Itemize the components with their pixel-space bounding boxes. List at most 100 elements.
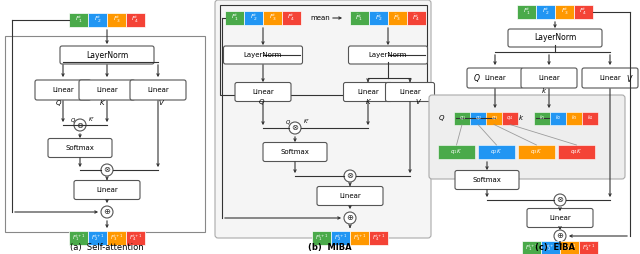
FancyBboxPatch shape xyxy=(244,11,263,25)
Text: Linear: Linear xyxy=(339,193,361,199)
Text: $F_2^{t+1}$: $F_2^{t+1}$ xyxy=(543,243,557,253)
Text: $q_1$: $q_1$ xyxy=(458,114,465,122)
FancyBboxPatch shape xyxy=(455,170,519,189)
Text: $F_2^t$: $F_2^t$ xyxy=(250,13,257,23)
Text: $V$: $V$ xyxy=(158,98,166,107)
FancyBboxPatch shape xyxy=(79,80,135,100)
Text: $K$: $K$ xyxy=(365,97,372,106)
FancyBboxPatch shape xyxy=(126,231,145,245)
FancyBboxPatch shape xyxy=(527,209,593,228)
FancyBboxPatch shape xyxy=(574,5,593,19)
Text: $F_3^t$: $F_3^t$ xyxy=(561,7,568,17)
Text: $F_4^t$: $F_4^t$ xyxy=(579,7,588,17)
FancyBboxPatch shape xyxy=(517,5,536,19)
Text: Linear: Linear xyxy=(96,187,118,193)
FancyBboxPatch shape xyxy=(69,231,88,245)
Text: $k_3$: $k_3$ xyxy=(571,114,577,122)
Text: $F_1^{t+1}$: $F_1^{t+1}$ xyxy=(72,233,86,243)
FancyBboxPatch shape xyxy=(317,186,383,205)
Text: $F_2^{t+1}$: $F_2^{t+1}$ xyxy=(90,233,104,243)
Text: $\oplus$: $\oplus$ xyxy=(346,214,354,223)
Circle shape xyxy=(344,212,356,224)
Text: $F_1^t$: $F_1^t$ xyxy=(74,15,83,25)
Circle shape xyxy=(344,170,356,182)
Text: $Q$: $Q$ xyxy=(438,113,445,123)
FancyBboxPatch shape xyxy=(74,181,140,199)
Text: $k_2$: $k_2$ xyxy=(555,114,561,122)
FancyBboxPatch shape xyxy=(235,83,291,102)
Text: LayerNorm: LayerNorm xyxy=(86,51,128,59)
Text: $F_3^{t+1}$: $F_3^{t+1}$ xyxy=(109,233,124,243)
Text: $F_2^{t+1}$: $F_2^{t+1}$ xyxy=(333,233,348,243)
FancyBboxPatch shape xyxy=(263,142,327,162)
FancyBboxPatch shape xyxy=(550,112,566,124)
FancyBboxPatch shape xyxy=(350,11,369,25)
FancyBboxPatch shape xyxy=(478,145,515,159)
FancyBboxPatch shape xyxy=(558,145,595,159)
FancyBboxPatch shape xyxy=(107,231,126,245)
FancyBboxPatch shape xyxy=(467,68,523,88)
Text: $\oplus$: $\oplus$ xyxy=(103,208,111,216)
FancyBboxPatch shape xyxy=(349,46,428,64)
Text: Softmax: Softmax xyxy=(472,177,501,183)
Text: $F_4^t$: $F_4^t$ xyxy=(287,13,296,23)
FancyBboxPatch shape xyxy=(521,68,577,88)
Text: $V$: $V$ xyxy=(626,72,634,84)
FancyBboxPatch shape xyxy=(522,241,541,254)
Text: $F_4^{t+1}$: $F_4^{t+1}$ xyxy=(372,233,385,243)
FancyBboxPatch shape xyxy=(48,138,112,157)
Text: $Q$: $Q$ xyxy=(56,98,63,108)
Text: $F_4^{t+1}$: $F_4^{t+1}$ xyxy=(582,243,595,253)
Text: $\tilde{F}_2^t$: $\tilde{F}_2^t$ xyxy=(374,13,383,23)
Text: $k_4$: $k_4$ xyxy=(587,114,593,122)
FancyBboxPatch shape xyxy=(88,231,107,245)
Text: Linear: Linear xyxy=(538,75,560,81)
Text: $F_4^t$: $F_4^t$ xyxy=(131,15,140,25)
Text: (a)  Self-attention: (a) Self-attention xyxy=(70,243,144,252)
FancyBboxPatch shape xyxy=(312,231,331,245)
Text: Softmax: Softmax xyxy=(280,149,309,155)
Text: $q_3$: $q_3$ xyxy=(490,114,497,122)
FancyBboxPatch shape xyxy=(350,231,369,245)
FancyBboxPatch shape xyxy=(69,13,88,27)
Text: $k$: $k$ xyxy=(518,114,524,122)
Text: $\tilde{F}_4^t$: $\tilde{F}_4^t$ xyxy=(412,13,420,23)
FancyBboxPatch shape xyxy=(486,112,502,124)
Text: LayerNorm: LayerNorm xyxy=(244,52,282,58)
Text: $F_3^t$: $F_3^t$ xyxy=(113,15,120,25)
FancyBboxPatch shape xyxy=(225,11,244,25)
Text: $\tilde{F}_1^t$: $\tilde{F}_1^t$ xyxy=(355,13,364,23)
FancyBboxPatch shape xyxy=(518,145,555,159)
FancyBboxPatch shape xyxy=(282,11,301,25)
Text: $F_4^{t+1}$: $F_4^{t+1}$ xyxy=(129,233,143,243)
Text: LayerNorm: LayerNorm xyxy=(369,52,407,58)
Text: Softmax: Softmax xyxy=(65,145,95,151)
Text: $F_2^t$: $F_2^t$ xyxy=(541,7,550,17)
FancyBboxPatch shape xyxy=(534,112,550,124)
Text: (c)  EIBA: (c) EIBA xyxy=(535,243,575,252)
Text: $q_2K$: $q_2K$ xyxy=(490,148,502,156)
Text: $\otimes$: $\otimes$ xyxy=(346,171,354,181)
FancyBboxPatch shape xyxy=(508,29,602,47)
Text: $F_3^t$: $F_3^t$ xyxy=(269,13,276,23)
Text: $q_3K$: $q_3K$ xyxy=(531,148,543,156)
Text: Linear: Linear xyxy=(599,75,621,81)
Text: Linear: Linear xyxy=(549,215,571,221)
FancyBboxPatch shape xyxy=(126,13,145,27)
Circle shape xyxy=(101,206,113,218)
Text: $F_2^t$: $F_2^t$ xyxy=(93,15,102,25)
Text: $F_1^{t+1}$: $F_1^{t+1}$ xyxy=(525,243,538,253)
Text: $Q$: $Q$ xyxy=(258,97,265,107)
FancyBboxPatch shape xyxy=(438,145,475,159)
Text: $F_1^t$: $F_1^t$ xyxy=(230,13,239,23)
FancyBboxPatch shape xyxy=(429,95,625,179)
FancyBboxPatch shape xyxy=(107,13,126,27)
Text: $\tilde{F}_3^t$: $\tilde{F}_3^t$ xyxy=(394,13,401,23)
FancyBboxPatch shape xyxy=(369,11,388,25)
Text: Linear: Linear xyxy=(52,87,74,93)
FancyBboxPatch shape xyxy=(35,80,91,100)
Text: $Q$: $Q$ xyxy=(473,72,481,84)
Circle shape xyxy=(101,164,113,176)
Text: Linear: Linear xyxy=(147,87,169,93)
Text: $\otimes$: $\otimes$ xyxy=(76,120,84,130)
